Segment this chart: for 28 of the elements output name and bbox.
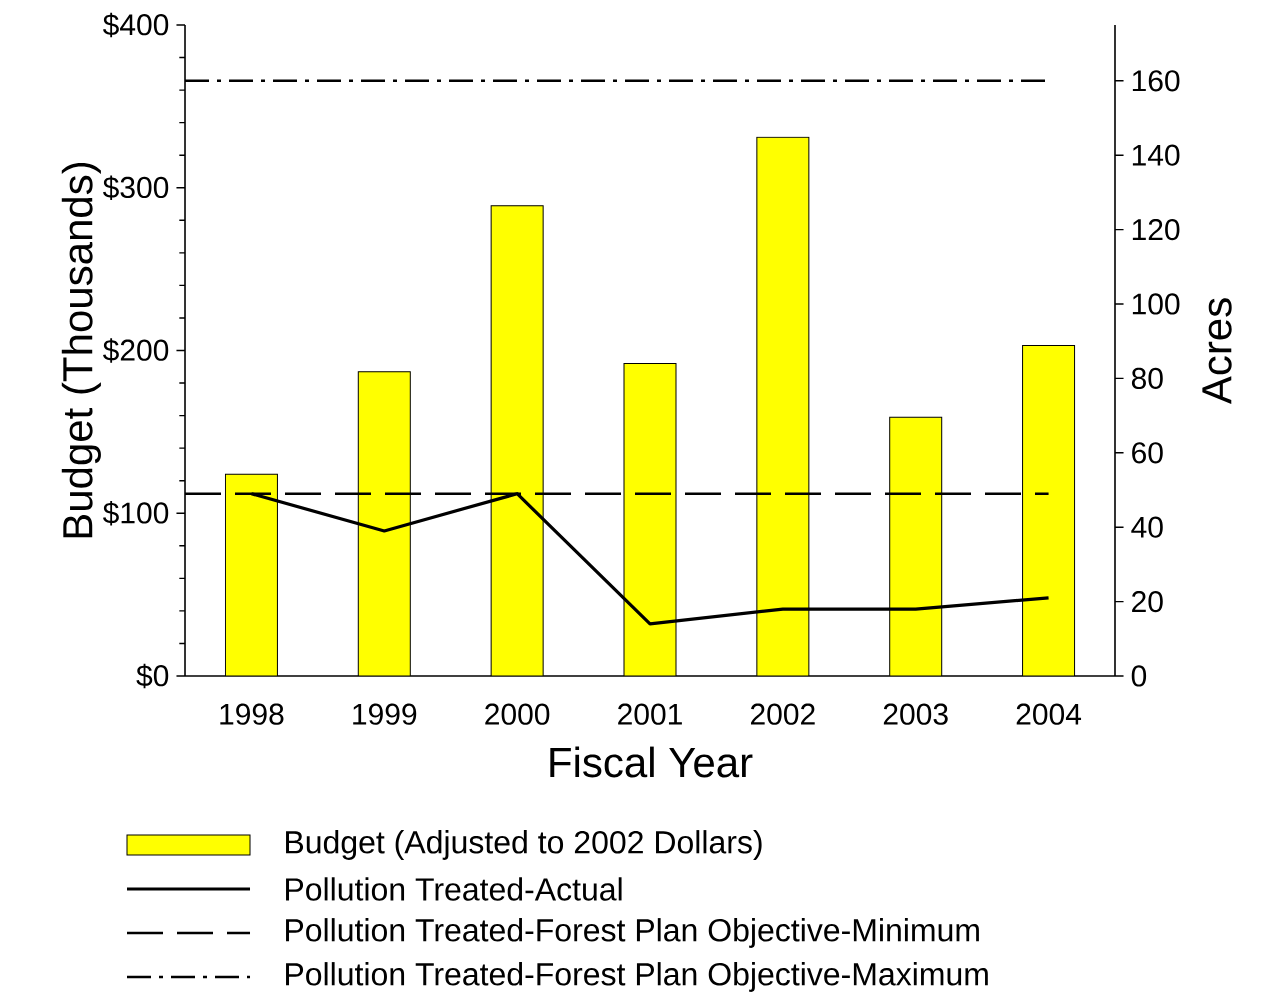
- y2-tick-label: 100: [1132, 293, 1180, 315]
- x-tick-label: 2000: [485, 703, 550, 725]
- x-tick-label: 2002: [750, 703, 815, 725]
- y2-axis-title: Acres: [1202, 298, 1232, 405]
- y-tick-label: $200: [102, 338, 169, 363]
- x-tick-label: 2004: [1016, 703, 1082, 725]
- x-tick-label: 2001: [618, 703, 682, 725]
- y-tick-label: $0: [136, 663, 169, 689]
- x-tick-label: 1999: [353, 703, 417, 725]
- y-tick-label: $100: [102, 501, 169, 526]
- legend-label: Pollution Treated-Actual: [286, 877, 622, 901]
- y2-tick-label: 60: [1132, 442, 1163, 464]
- legend-label: Budget (Adjusted to 2002 Dollars): [286, 830, 762, 860]
- legend-label: Pollution Treated-Forest Plan Objective-Minimum: [286, 918, 979, 948]
- y2-tick-label: 40: [1131, 516, 1163, 538]
- y2-tick-label: 160: [1132, 70, 1180, 92]
- y-tick-label: $300: [102, 175, 169, 200]
- y-tick-label: $400: [102, 12, 169, 38]
- y2-tick-label: 140: [1132, 144, 1180, 166]
- y2-tick-label: 0: [1131, 665, 1147, 687]
- x-tick-label: 2003: [883, 703, 948, 725]
- y2-tick-label: 20: [1132, 590, 1163, 613]
- y2-tick-label: 80: [1131, 367, 1163, 390]
- x-tick-label: 1998: [220, 703, 284, 725]
- x-axis-title: Fiscal Year: [550, 746, 753, 778]
- y-axis-title: Budget (Thousands): [61, 162, 101, 538]
- legend-label: Pollution Treated-Forest Plan Objective-Maximum: [286, 962, 988, 992]
- y2-tick-label: 120: [1132, 218, 1180, 241]
